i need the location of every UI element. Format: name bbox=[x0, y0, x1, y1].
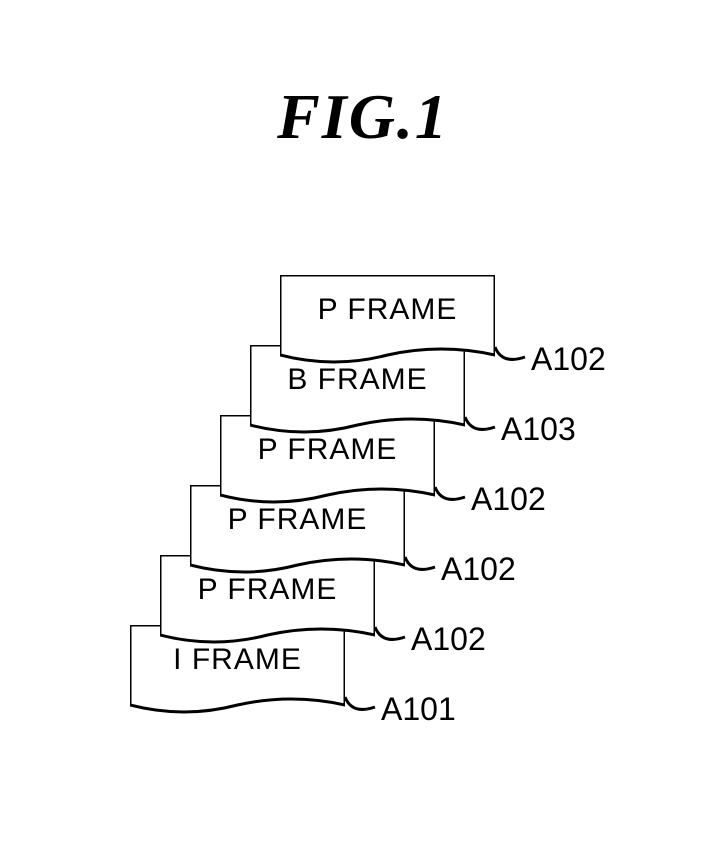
leader-line bbox=[487, 337, 533, 373]
leader-line bbox=[337, 687, 383, 723]
leader-line bbox=[397, 547, 443, 583]
leader-line bbox=[427, 477, 473, 513]
frame-ref: A102 bbox=[531, 341, 606, 378]
frame-ref: A101 bbox=[381, 691, 456, 728]
frame-ref: A103 bbox=[501, 411, 576, 448]
leader-line bbox=[457, 407, 503, 443]
frame-ref: A102 bbox=[441, 551, 516, 588]
frame-card: P FRAME bbox=[280, 275, 495, 365]
leader-line bbox=[367, 617, 413, 653]
frame-label: P FRAME bbox=[280, 293, 495, 327]
frame-ref: A102 bbox=[471, 481, 546, 518]
frame-stack: I FRAMEA101P FRAMEA102P FRAMEA102P FRAME… bbox=[130, 275, 630, 775]
frame-ref: A102 bbox=[411, 621, 486, 658]
figure-title: FIG.1 bbox=[0, 80, 726, 154]
